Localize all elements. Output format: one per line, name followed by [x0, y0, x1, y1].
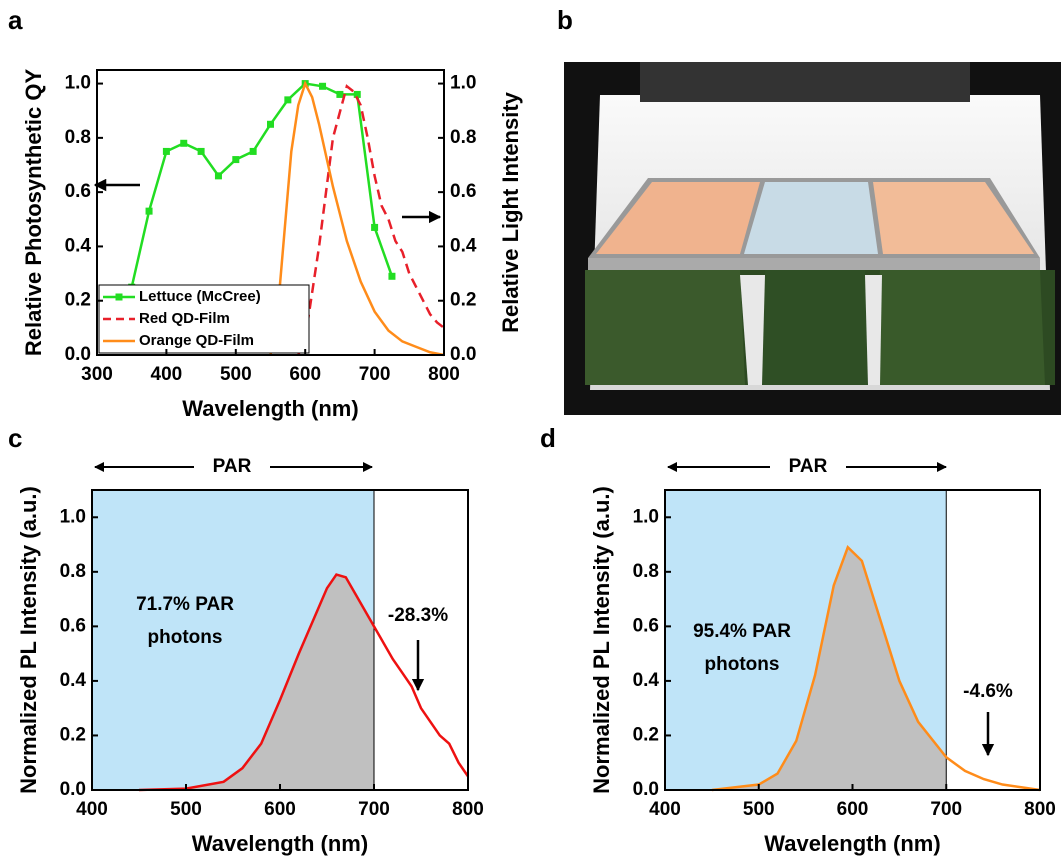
y2-axis-label: Relative Light Intensity — [498, 91, 523, 333]
y-tick-label: 0.0 — [633, 779, 659, 800]
y-tick-label: 0.0 — [60, 779, 86, 800]
y-tick-label: 0.4 — [60, 670, 87, 691]
legend-label: Orange QD-Film — [139, 332, 254, 349]
panel-label: a — [8, 5, 23, 35]
photo — [564, 62, 1061, 415]
y-tick-label: 0.4 — [65, 235, 92, 256]
marker — [180, 139, 188, 147]
par-fill — [139, 574, 374, 790]
x-tick-label: 700 — [930, 799, 962, 820]
y-tick-label: 0.2 — [60, 724, 86, 745]
y-tick-label: 0.2 — [65, 290, 91, 311]
legend-label: Lettuce (McCree) — [139, 288, 261, 305]
spectrum-line — [138, 573, 470, 792]
y-tick-label: 1.0 — [65, 73, 91, 94]
y-axis-label: Normalized PL Intensity (a.u.) — [589, 486, 614, 794]
x-axis-label: Wavelength (nm) — [764, 831, 940, 856]
x-tick-label: 600 — [837, 799, 869, 820]
x-tick-label: 600 — [289, 364, 321, 385]
par-label: PAR — [213, 456, 252, 477]
marker — [353, 90, 361, 98]
loss-label: -4.6% — [963, 681, 1013, 702]
marker — [232, 156, 240, 164]
y-tick-label: 0.6 — [65, 181, 91, 202]
par-label: PAR — [789, 456, 828, 477]
x-tick-label: 800 — [1024, 799, 1056, 820]
loss-label: -28.3% — [388, 605, 448, 626]
series-line — [297, 84, 445, 356]
legend-marker — [115, 293, 123, 301]
y-tick-label: 0.6 — [60, 615, 86, 636]
x-tick-label: 500 — [220, 364, 252, 385]
marker — [336, 90, 344, 98]
x-tick-label: 800 — [452, 799, 484, 820]
x-axis-label: Wavelength (nm) — [192, 831, 368, 856]
marker — [267, 120, 274, 128]
x-tick-label: 400 — [151, 364, 183, 385]
y2-tick-label: 0.4 — [450, 235, 477, 256]
x-tick-label: 500 — [170, 799, 202, 820]
annotation: photons — [705, 654, 780, 675]
y-axis-label: Relative Photosynthetic QY — [21, 69, 46, 357]
panel-label: c — [8, 423, 22, 453]
marker — [145, 207, 153, 215]
y2-tick-label: 0.0 — [450, 344, 476, 365]
marker — [214, 172, 222, 180]
x-tick-label: 800 — [428, 364, 460, 385]
annotation: 95.4% PAR — [693, 621, 791, 642]
y-tick-label: 0.6 — [633, 615, 659, 636]
y2-tick-label: 0.2 — [450, 290, 476, 311]
x-tick-label: 500 — [743, 799, 775, 820]
y-tick-label: 0.8 — [633, 561, 659, 582]
x-tick-label: 300 — [81, 364, 113, 385]
series-line — [130, 82, 394, 288]
marker — [319, 82, 327, 90]
y-tick-label: 0.8 — [60, 561, 86, 582]
y-tick-label: 0.4 — [633, 670, 660, 691]
y-tick-label: 0.2 — [633, 724, 659, 745]
y-axis-label: Normalized PL Intensity (a.u.) — [16, 486, 41, 794]
legend-label: Red QD-Film — [139, 310, 230, 327]
series-line — [269, 80, 445, 357]
x-axis-label: Wavelength (nm) — [182, 396, 358, 421]
par-fill — [711, 547, 947, 790]
marker — [371, 223, 379, 231]
x-tick-label: 600 — [264, 799, 296, 820]
marker — [388, 272, 396, 280]
marker — [249, 147, 257, 155]
x-tick-label: 700 — [359, 364, 391, 385]
x-tick-label: 400 — [649, 799, 681, 820]
marker — [197, 147, 205, 155]
y-tick-label: 0.8 — [65, 127, 91, 148]
panel-label: b — [557, 5, 573, 35]
y2-tick-label: 0.6 — [450, 181, 476, 202]
y-tick-label: 1.0 — [60, 506, 86, 527]
y-tick-label: 1.0 — [633, 506, 659, 527]
y2-tick-label: 1.0 — [450, 73, 476, 94]
x-tick-label: 700 — [358, 799, 390, 820]
annotation: photons — [148, 627, 223, 648]
x-tick-label: 400 — [76, 799, 108, 820]
panel-label: d — [540, 423, 556, 453]
marker — [284, 96, 292, 104]
y2-tick-label: 0.8 — [450, 127, 476, 148]
marker — [162, 147, 170, 155]
y-tick-label: 0.0 — [65, 344, 91, 365]
spectrum-line — [711, 545, 1041, 792]
plot-frame — [96, 69, 445, 356]
annotation: 71.7% PAR — [136, 594, 234, 615]
